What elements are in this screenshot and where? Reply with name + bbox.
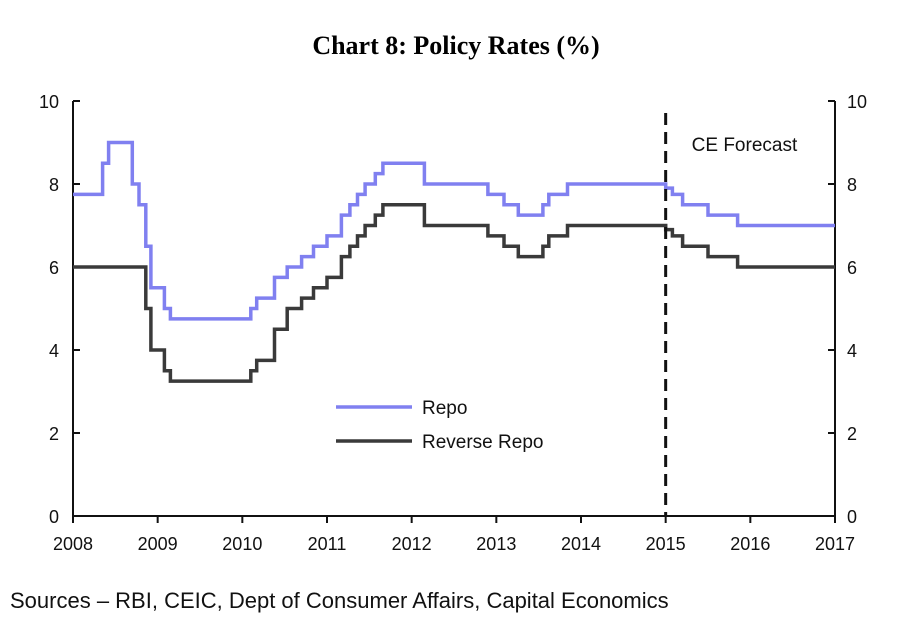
chart-title: Chart 8: Policy Rates (%) <box>312 31 599 60</box>
x-tick-label: 2014 <box>561 534 601 554</box>
y-tick-label-left: 2 <box>49 424 59 444</box>
x-tick-label: 2013 <box>476 534 516 554</box>
x-tick-label: 2009 <box>138 534 178 554</box>
legend-label: Repo <box>422 398 467 419</box>
legend: Repo Reverse Repo <box>336 398 543 453</box>
y-tick-label-left: 0 <box>49 507 59 527</box>
x-tick-label: 2016 <box>730 534 770 554</box>
y-tick-label-right: 6 <box>847 258 857 278</box>
x-tick-label: 2011 <box>308 534 347 554</box>
y-tick-label-left: 8 <box>49 175 59 195</box>
y-tick-label-right: 2 <box>847 424 857 444</box>
axis-ticks: 0 2 4 6 8 10 0 2 4 6 8 10 2008 2009 2010 2011 2012 2013 20… <box>39 92 867 554</box>
y-tick-label-right: 8 <box>847 175 857 195</box>
x-tick-label: 2012 <box>392 534 432 554</box>
forecast-label: CE Forecast <box>692 135 798 156</box>
series-line-repo <box>73 140 835 321</box>
axes <box>72 101 836 517</box>
legend-label: Reverse Repo <box>422 432 543 453</box>
x-tick-label: 2017 <box>815 534 855 554</box>
y-tick-label-right: 0 <box>847 507 857 527</box>
series-line-reverse-repo <box>73 203 835 383</box>
source-note: Sources – RBI, CEIC, Dept of Consumer Af… <box>10 588 669 613</box>
y-tick-label-left: 4 <box>49 341 59 361</box>
y-tick-label-right: 4 <box>847 341 857 361</box>
x-tick-label: 2010 <box>222 534 262 554</box>
y-tick-label-left: 6 <box>49 258 59 278</box>
x-tick-label: 2008 <box>53 534 93 554</box>
forecast-marker: CE Forecast <box>664 113 798 516</box>
series-layer <box>73 140 835 383</box>
y-tick-label-left: 10 <box>39 92 59 112</box>
y-tick-label-right: 10 <box>847 92 867 112</box>
x-tick-label: 2015 <box>646 534 686 554</box>
